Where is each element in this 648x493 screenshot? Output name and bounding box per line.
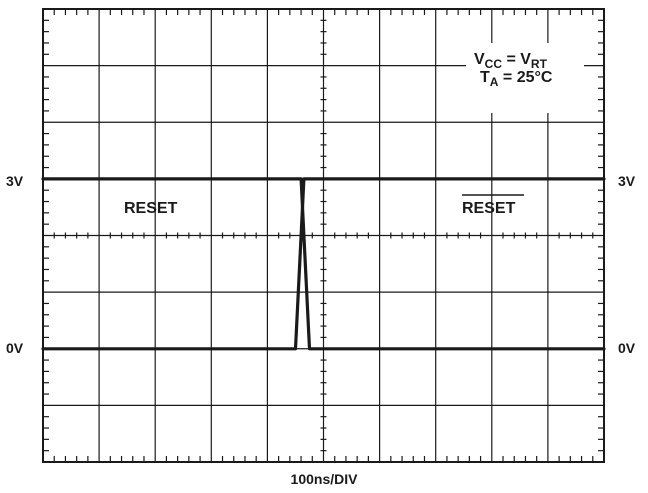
center-ticks bbox=[43, 9, 604, 462]
conditions-backdrop bbox=[466, 43, 584, 113]
plot-frame bbox=[42, 8, 605, 463]
right-3v-label: 3V bbox=[618, 173, 636, 189]
vcc-condition: VCC = VRT bbox=[474, 51, 548, 71]
series-label-reset-bar: RESET bbox=[462, 200, 516, 217]
left-0v-label: 0V bbox=[6, 340, 24, 356]
ta-condition: TA = 25°C bbox=[480, 69, 553, 89]
trace-reset-bar bbox=[41, 177, 606, 351]
time-per-division-label: 100ns/DIV bbox=[291, 471, 359, 487]
series-label-reset: RESET bbox=[124, 200, 178, 217]
left-3v-label: 3V bbox=[6, 173, 24, 189]
traces bbox=[41, 177, 606, 351]
right-0v-label: 0V bbox=[618, 340, 636, 356]
trace-reset bbox=[41, 177, 606, 351]
